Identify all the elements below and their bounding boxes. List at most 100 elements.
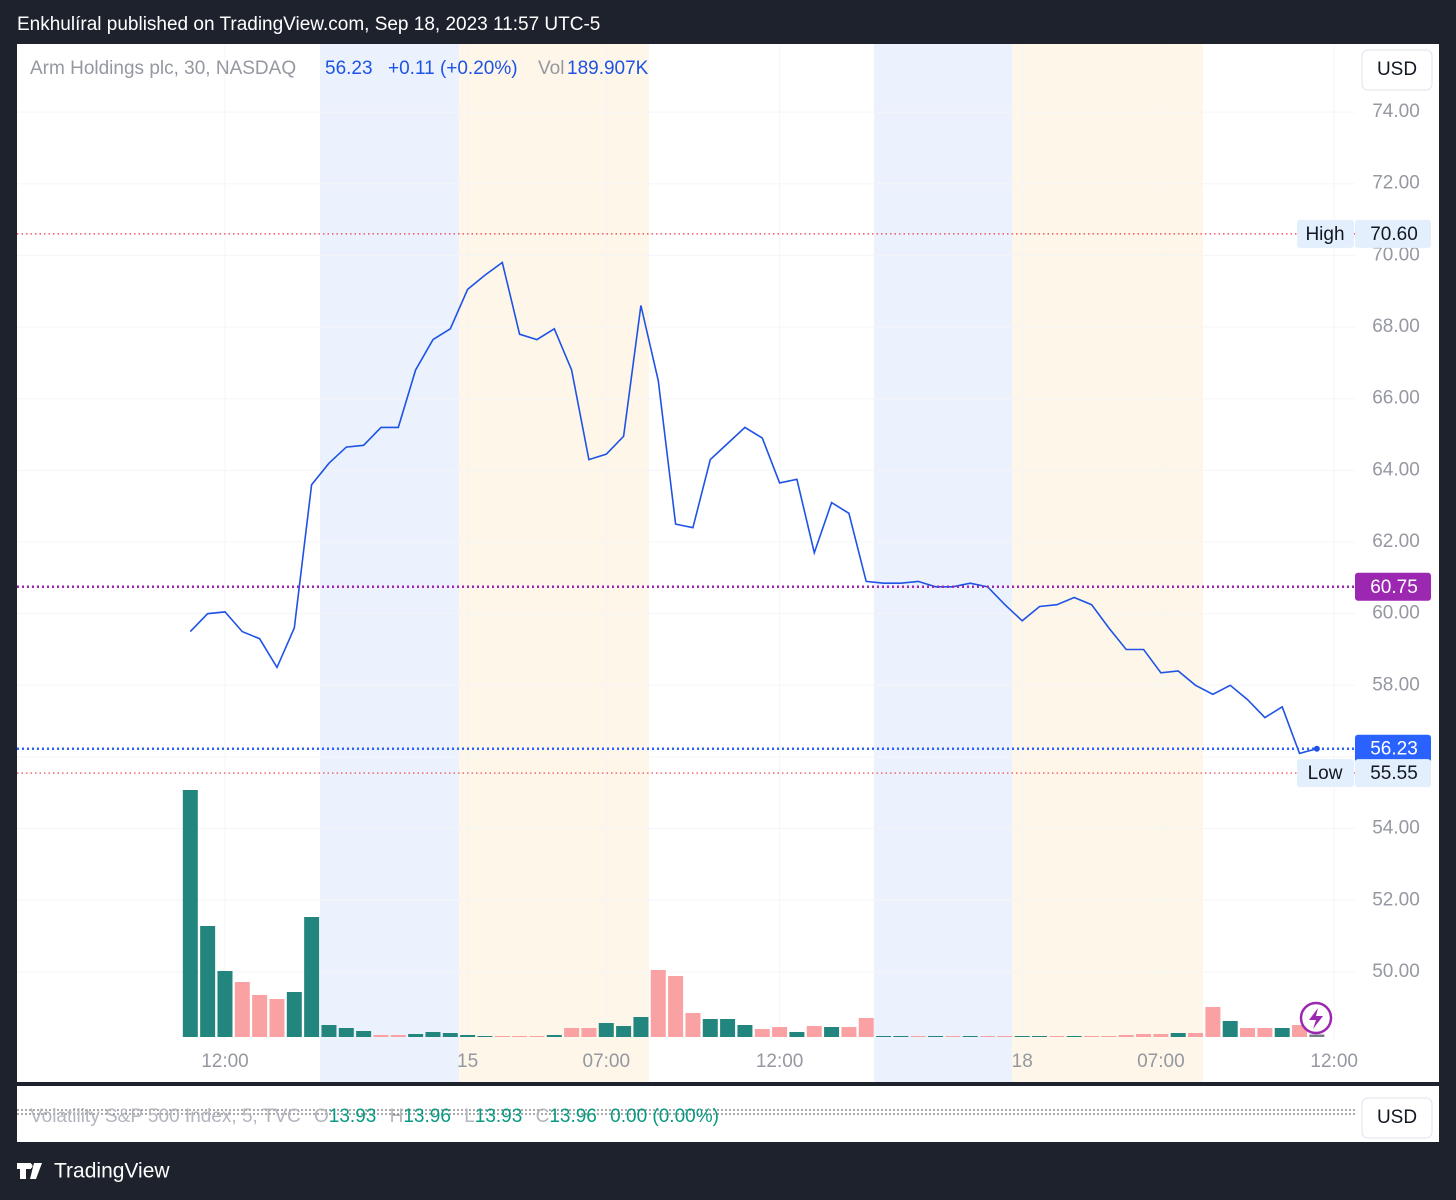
volume-bar (962, 1036, 978, 1037)
volume-bar (512, 1036, 528, 1037)
y-tick-label: 54.00 (1372, 818, 1420, 839)
volume-label: Vol (538, 58, 564, 79)
y-tick-label: 70.00 (1372, 244, 1420, 265)
sub-h: H (390, 1106, 404, 1127)
volume-bar (772, 1027, 788, 1037)
volume-bar (720, 1019, 736, 1037)
volume-bar (980, 1036, 996, 1037)
y-tick-label: 74.00 (1372, 101, 1420, 122)
main-pane (17, 44, 1439, 1082)
last-price: 56.23 (325, 58, 373, 79)
price-line (189, 261, 1318, 755)
session-shade (320, 44, 459, 1082)
volume-bar (893, 1036, 909, 1037)
volume-bar (1222, 1021, 1238, 1037)
sub-h-value: 13.96 (403, 1106, 451, 1127)
volume-bar (494, 1036, 510, 1037)
volume-bar (408, 1034, 424, 1037)
volume-bar (685, 1013, 701, 1037)
volume-bar (824, 1027, 840, 1037)
volume-bar (390, 1035, 406, 1037)
sub-title: Volatility S&P 500 Index, 5, TVC (30, 1106, 301, 1127)
sub-currency[interactable]: USD (1377, 1107, 1417, 1128)
price-tag (1355, 734, 1431, 763)
price-tag-name-box (1297, 219, 1354, 248)
y-tick-label: 58.00 (1372, 674, 1420, 695)
volume-bar (876, 1036, 892, 1037)
y-tick-label: 60.00 (1372, 603, 1420, 624)
volume-bar (1153, 1034, 1169, 1037)
x-tick-label: 07:00 (1137, 1051, 1185, 1072)
volume-bar (1240, 1028, 1256, 1037)
session-shade (1012, 44, 1203, 1082)
sub-l-value: 13.93 (475, 1106, 523, 1127)
volume-bar (1101, 1036, 1117, 1037)
y-tick-label: 72.00 (1372, 173, 1420, 194)
volume-bar (928, 1036, 944, 1037)
volume-bar (1066, 1036, 1082, 1037)
logo-dot (27, 1163, 33, 1169)
volume-bar (754, 1029, 770, 1037)
volume-bar (789, 1032, 805, 1037)
currency-button[interactable] (1361, 49, 1433, 91)
sub-c: C (536, 1106, 550, 1127)
price-tag-label: 70.60 (1370, 224, 1418, 245)
sub-c-value: 13.96 (549, 1106, 597, 1127)
price-tag-name: High (1305, 224, 1344, 245)
volume-bar (564, 1028, 580, 1037)
volume-bar (997, 1036, 1013, 1037)
alert-bolt (1309, 1008, 1323, 1029)
volume-bar (529, 1036, 545, 1037)
volume-bar (217, 971, 233, 1037)
price-tag (1355, 219, 1431, 248)
volume-bar (546, 1035, 562, 1037)
price-tag-name: Low (1308, 763, 1343, 784)
x-tick-label: 15 (457, 1051, 478, 1072)
volume-bar (269, 999, 285, 1037)
header: Enkhulíral published on TradingView.com,… (17, 14, 600, 35)
currency[interactable]: USD (1377, 59, 1417, 80)
x-tick-label: 12:00 (1310, 1051, 1358, 1072)
volume-bar (1170, 1033, 1186, 1037)
volume-bar (1188, 1033, 1204, 1037)
volume-bar (200, 926, 216, 1037)
volume-bar (234, 982, 250, 1037)
volume-bar (668, 976, 684, 1037)
volume-bar (806, 1026, 822, 1037)
price-change: +0.11 (+0.20%) (388, 58, 518, 79)
x-tick-label: 12:00 (201, 1051, 249, 1072)
price-tag-label: 60.75 (1370, 577, 1418, 598)
x-tick-label: 07:00 (583, 1051, 631, 1072)
y-tick-label: 50.00 (1372, 961, 1420, 982)
sub-currency-button[interactable] (1361, 1097, 1433, 1139)
sub-o-value: 13.93 (329, 1106, 377, 1127)
volume-bar (252, 995, 268, 1037)
volume-bar (650, 970, 666, 1037)
plot-area: 50.0052.0054.0056.0058.0060.0062.0064.00… (17, 44, 1431, 1082)
session-shade (459, 44, 649, 1082)
volume-bar (477, 1036, 493, 1037)
price-tag-label: 56.23 (1370, 739, 1418, 760)
logo (17, 1163, 42, 1179)
volume-bar (304, 917, 320, 1037)
volume-bar (1014, 1036, 1030, 1037)
footer-brand: TradingView (54, 1160, 170, 1183)
volume-bar (1309, 1034, 1325, 1037)
last-point (1313, 745, 1320, 752)
volume-bar (442, 1033, 458, 1037)
volume-bar (356, 1031, 372, 1037)
volume-bar (945, 1036, 961, 1037)
price-tag (1355, 759, 1431, 788)
volume-bar (841, 1027, 857, 1037)
volume-bar (1049, 1036, 1065, 1037)
volume-bar (737, 1025, 753, 1037)
volume-bar (373, 1035, 389, 1037)
volume-bar (425, 1032, 441, 1037)
volume-bar (581, 1028, 597, 1037)
sub-legend: Volatility S&P 500 Index, 5, TVC O13.93 … (30, 1106, 719, 1127)
price-tag-name-box (1297, 759, 1354, 788)
volume-bar (1257, 1028, 1273, 1037)
y-tick-label: 62.00 (1372, 531, 1420, 552)
y-tick-label: 64.00 (1372, 459, 1420, 480)
